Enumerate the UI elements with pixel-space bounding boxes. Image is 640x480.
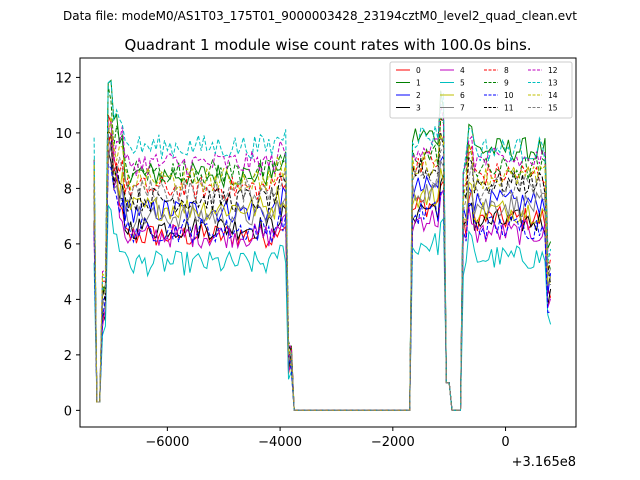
legend-label-15: 15 bbox=[548, 104, 558, 113]
y-axis: 0 2 4 6 8 10 12 bbox=[55, 71, 80, 419]
plot-area-frame bbox=[79, 57, 577, 428]
series-line-13 bbox=[93, 79, 552, 411]
y-tick-label: 6 bbox=[64, 238, 72, 253]
y-tick-label: 10 bbox=[55, 127, 72, 142]
y-tick-label: 2 bbox=[64, 349, 72, 364]
series-line-10 bbox=[93, 163, 551, 411]
series-line-12 bbox=[93, 103, 551, 411]
legend-label-2: 2 bbox=[416, 91, 421, 100]
data-file-suptitle: Data file: modeM0/AS1T03_175T01_90000034… bbox=[63, 9, 577, 23]
legend-label-10: 10 bbox=[504, 91, 514, 100]
x-tick-label: −6000 bbox=[145, 435, 189, 450]
y-tick-label: 12 bbox=[55, 71, 72, 86]
legend-label-0: 0 bbox=[416, 66, 421, 75]
x-axis: −6000 −4000 −2000 0 bbox=[145, 427, 510, 450]
series-line-3 bbox=[93, 149, 552, 411]
legend-label-3: 3 bbox=[416, 104, 421, 113]
legend-label-14: 14 bbox=[548, 91, 558, 100]
legend-label-8: 8 bbox=[504, 66, 509, 75]
y-tick-label: 4 bbox=[64, 293, 72, 308]
x-tick-label: −4000 bbox=[258, 435, 302, 450]
x-offset-label: +3.165e8 bbox=[512, 455, 576, 470]
legend-label-4: 4 bbox=[460, 66, 465, 75]
x-tick-label: 0 bbox=[501, 435, 509, 450]
legend-label-1: 1 bbox=[416, 79, 421, 88]
y-tick-label: 8 bbox=[64, 182, 72, 197]
legend-label-5: 5 bbox=[460, 79, 465, 88]
legend-label-6: 6 bbox=[460, 91, 465, 100]
series-line-2 bbox=[93, 134, 552, 411]
x-tick-label: −2000 bbox=[371, 435, 415, 450]
legend-label-7: 7 bbox=[460, 104, 465, 113]
series-line-14 bbox=[93, 116, 552, 411]
series-line-8 bbox=[93, 116, 552, 411]
series-line-1 bbox=[93, 79, 552, 411]
series-line-15 bbox=[93, 123, 552, 411]
legend-label-12: 12 bbox=[548, 66, 558, 75]
series-line-11 bbox=[93, 130, 552, 411]
plot-lines bbox=[93, 79, 552, 411]
legend-label-9: 9 bbox=[504, 79, 509, 88]
legend-label-11: 11 bbox=[504, 104, 514, 113]
chart-title: Quadrant 1 module wise count rates with … bbox=[124, 36, 531, 54]
series-line-9 bbox=[93, 86, 552, 411]
series-line-7 bbox=[93, 143, 552, 411]
legend-frame bbox=[389, 61, 573, 119]
y-tick-label: 0 bbox=[64, 404, 72, 419]
legend-label-13: 13 bbox=[548, 79, 558, 88]
